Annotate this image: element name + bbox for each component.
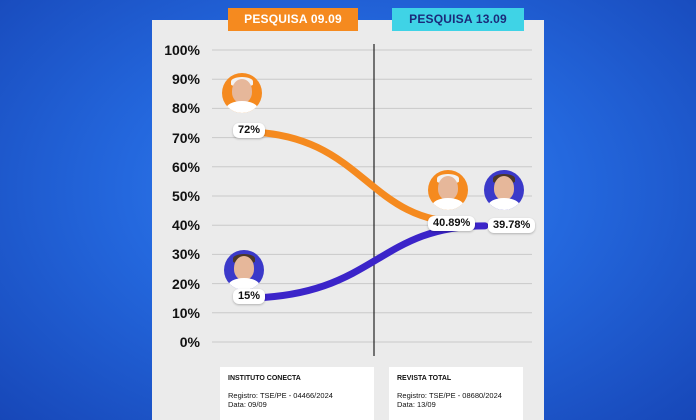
y-tick-label: 90%: [171, 71, 200, 88]
source-registro: Registro: TSE/PE - 08680/2024: [397, 391, 502, 400]
source-title: REVISTA TOTAL: [397, 375, 452, 382]
y-tick-label: 50%: [171, 188, 200, 204]
y-tick-label: 0%: [179, 334, 200, 350]
candidate-blue-photo-right: [484, 170, 524, 210]
data-label: 15%: [233, 289, 266, 305]
source-box-left: INSTITUTO CONECTA Registro: TSE/PE - 044…: [220, 367, 374, 420]
chart-card: [152, 20, 544, 420]
y-tick-label: 20%: [171, 275, 200, 292]
y-tick-label: 40%: [171, 217, 200, 234]
header-pesquisa-left: PESQUISA 09.09: [228, 8, 358, 31]
source-date: Data: 13/09: [397, 400, 436, 409]
source-registro: Registro: TSE/PE - 04466/2024: [228, 391, 333, 400]
series-line-1: [238, 222, 489, 302]
y-tick-label: 60%: [171, 158, 200, 175]
y-tick-label: 10%: [171, 304, 200, 321]
candidate-blue-photo-left: [224, 250, 264, 290]
y-tick-label: 100%: [164, 42, 200, 58]
source-title: INSTITUTO CONECTA: [228, 375, 301, 382]
data-label: 40.89%: [428, 215, 476, 231]
candidate-orange-photo-left: [222, 73, 262, 113]
y-tick-label: 30%: [171, 246, 200, 263]
data-label: 72%: [233, 122, 266, 138]
data-label: 39.78%: [488, 217, 536, 233]
candidate-orange-photo-right: [428, 170, 468, 210]
source-box-right: REVISTA TOTAL Registro: TSE/PE - 08680/2…: [389, 367, 523, 420]
header-pesquisa-right: PESQUISA 13.09: [392, 8, 524, 31]
y-tick-label: 80%: [171, 100, 200, 117]
source-date: Data: 09/09: [228, 400, 267, 409]
y-tick-label: 70%: [171, 129, 200, 146]
